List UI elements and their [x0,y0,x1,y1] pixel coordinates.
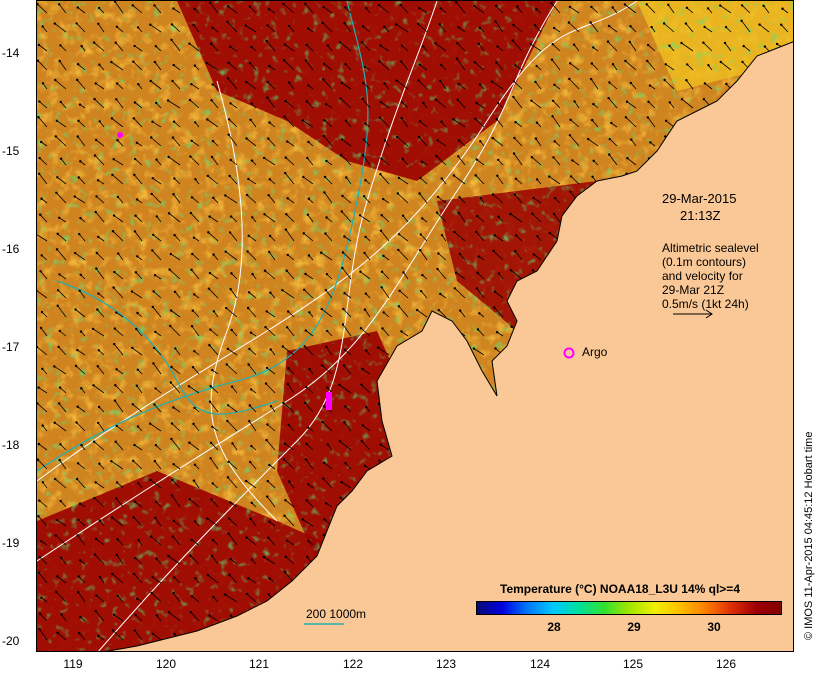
image-date: 29-Mar-2015 [662,191,737,206]
lon-tick-label: 126 [715,657,737,671]
lon-tick-label: 122 [342,657,364,671]
velocity-scale-label: 0.5m/s (1kt 24h) [662,297,749,311]
lat-tick-label: -18 [2,438,20,452]
colorbar [476,601,782,615]
lat-tick-label: -20 [2,634,20,648]
coastline [105,41,793,651]
lon-tick-label: 125 [622,657,644,671]
lon-tick-label: 124 [529,657,551,671]
lon-tick-label: 120 [155,657,177,671]
altimetry-caption: 29-Mar 21Z [662,283,725,297]
isobath-legend-line [304,623,344,625]
lat-tick-label: -16 [2,242,20,256]
lat-tick-label: -15 [2,144,20,158]
colorbar-tick-label: 29 [627,620,641,634]
colorbar-title: Temperature (°C) NOAA18_L3U 14% ql>=4 [500,582,740,596]
lat-tick-label: -19 [2,536,20,550]
velocity-scale-arrow [673,309,713,319]
isobath-legend-label: 200 1000m [306,607,367,621]
colorbar-tick-label: 30 [707,620,721,634]
altimetry-caption: (0.1m contours) [662,255,747,269]
argo-label: Argo [582,345,608,359]
argo-icon [563,347,575,359]
altimetry-caption: and velocity for [662,269,743,283]
lon-tick-label: 119 [63,657,83,671]
colorbar-tick-label: 28 [547,620,561,634]
lon-tick-label: 123 [435,657,457,671]
lon-tick-label: 121 [248,657,270,671]
lat-tick-label: -14 [2,46,20,60]
altimetry-caption: Altimetric sealevel [662,241,759,255]
sst-map-canvas [37,1,793,651]
sst-map[interactable] [36,0,794,652]
argo-float-marker[interactable] [117,132,123,138]
argo-track-marker[interactable] [326,392,332,410]
credit-text: © IMOS 11-Apr-2015 04:45:12 Hobart time [803,431,815,640]
image-time: 21:13Z [680,208,721,223]
lat-tick-label: -17 [2,340,20,354]
